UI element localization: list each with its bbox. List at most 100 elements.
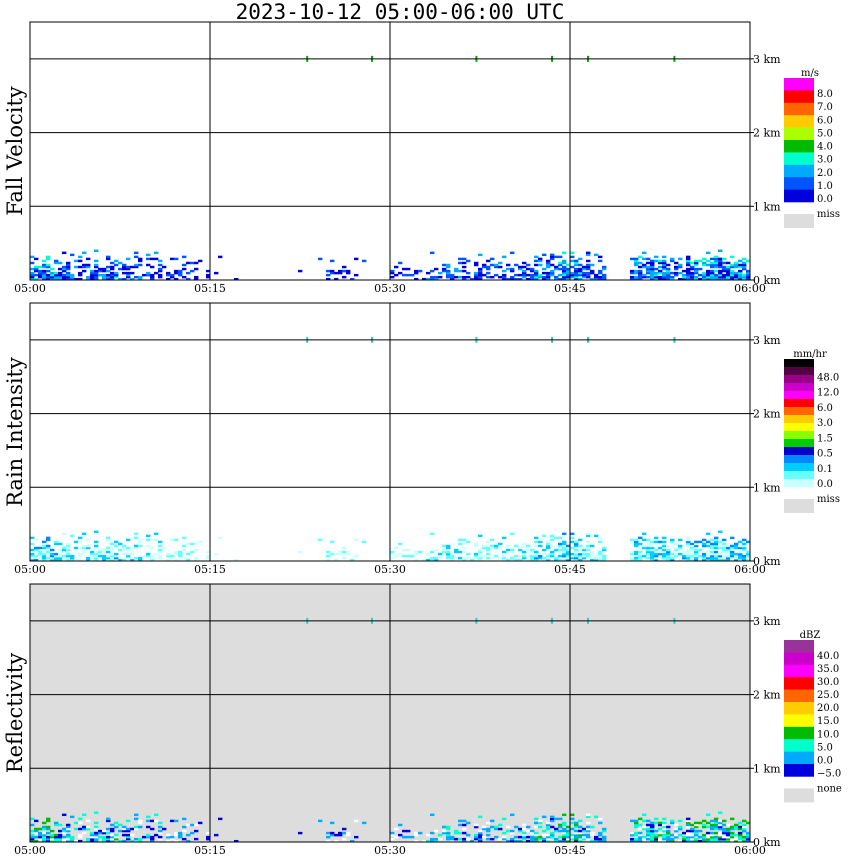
echo-cell (394, 554, 399, 558)
echo-cell (726, 554, 731, 558)
echo-cell (474, 825, 479, 829)
echo-cell (698, 267, 703, 271)
echo-cell (138, 825, 143, 829)
echo-cell (726, 271, 731, 275)
echo-cell (86, 544, 91, 548)
echo-cell (678, 827, 683, 831)
echo-cell (118, 267, 123, 271)
echo-cell (734, 542, 739, 546)
echo-cell (738, 550, 743, 554)
echo-cell (690, 265, 695, 269)
echo-cell (126, 833, 131, 837)
echo-cell (670, 277, 675, 281)
echo-cell (486, 259, 491, 263)
echo-cell (110, 823, 115, 827)
echo-cell (30, 536, 35, 540)
echo-cell (642, 546, 647, 550)
echo-cell (658, 821, 663, 825)
echo-cell (138, 819, 143, 823)
echo-cell (718, 540, 723, 544)
echo-cell (714, 827, 719, 831)
legend-swatch (784, 652, 814, 666)
echo-cell (658, 269, 663, 273)
echo-cell (46, 546, 51, 550)
echo-cell (710, 261, 715, 265)
echo-cell (574, 821, 579, 825)
echo-cell (598, 255, 603, 259)
echo-cell (646, 831, 651, 835)
echo-cell (734, 839, 739, 843)
echo-cell (554, 265, 559, 269)
echo-cell (738, 275, 743, 279)
echo-cell (686, 259, 691, 263)
echo-cell (670, 259, 675, 263)
echo-cell (742, 548, 747, 552)
chart-title: 2023-10-12 05:00-06:00 UTC (235, 0, 565, 24)
echo-cell (510, 813, 515, 817)
echo-cell (722, 275, 727, 279)
echo-cell (534, 817, 539, 821)
echo-cell (158, 550, 163, 554)
echo-cell (646, 837, 651, 841)
echo-cell (634, 839, 639, 843)
echo-cell (90, 275, 95, 279)
echo-cell (654, 839, 659, 843)
legend-label: 5.0 (817, 742, 833, 753)
echo-cell (46, 538, 51, 542)
echo-cell (582, 554, 587, 558)
echo-cell (718, 542, 723, 546)
echo-cell (730, 837, 735, 841)
echo-cell (578, 548, 583, 552)
echo-cell (710, 544, 715, 548)
echo-cell (134, 255, 139, 259)
echo-cell (694, 556, 699, 560)
echo-cell (414, 552, 419, 556)
echo-cell (730, 558, 735, 562)
echo-cell (522, 261, 527, 265)
echo-cell (662, 821, 667, 825)
echo-cell (46, 275, 51, 279)
echo-cell (170, 556, 175, 560)
echo-cell (666, 548, 671, 552)
echo-cell (594, 253, 599, 257)
echo-cell (154, 819, 159, 823)
echo-cell (506, 267, 511, 271)
echo-cell (450, 835, 455, 839)
echo-cell (694, 540, 699, 544)
echo-cell (150, 538, 155, 542)
echo-cell (66, 829, 71, 833)
echo-cell (514, 839, 519, 843)
echo-cell (398, 261, 403, 265)
echo-cell (730, 275, 735, 279)
echo-cell (478, 267, 483, 271)
echo-cell (66, 827, 71, 831)
y-tick-label: 2 km (753, 689, 781, 702)
echo-cell (474, 542, 479, 546)
echo-cell (730, 269, 735, 273)
echo-cell (126, 835, 131, 839)
legend-label: 4.0 (817, 142, 833, 153)
echo-cell (638, 536, 643, 540)
echo-cell (654, 275, 659, 279)
echo-cell (722, 819, 727, 823)
echo-cell (602, 837, 607, 841)
echo-cell (506, 277, 511, 281)
echo-cell (414, 831, 419, 835)
echo-cell (722, 546, 727, 550)
echo-cell (718, 538, 723, 542)
echo-cell (546, 271, 551, 275)
panel-ylabel: Fall Velocity (3, 86, 27, 216)
echo-cell (170, 835, 175, 839)
echo-cell (106, 255, 111, 259)
echo-cell (478, 271, 483, 275)
echo-cell (58, 273, 63, 277)
echo-cell (50, 833, 55, 837)
echo-cell (390, 269, 395, 273)
echo-cell (522, 837, 527, 841)
echo-cell (390, 556, 395, 560)
echo-cell (586, 251, 591, 255)
echo-cell (702, 837, 707, 841)
echo-cell (138, 540, 143, 544)
echo-cell (682, 554, 687, 558)
echo-cell (702, 263, 707, 267)
